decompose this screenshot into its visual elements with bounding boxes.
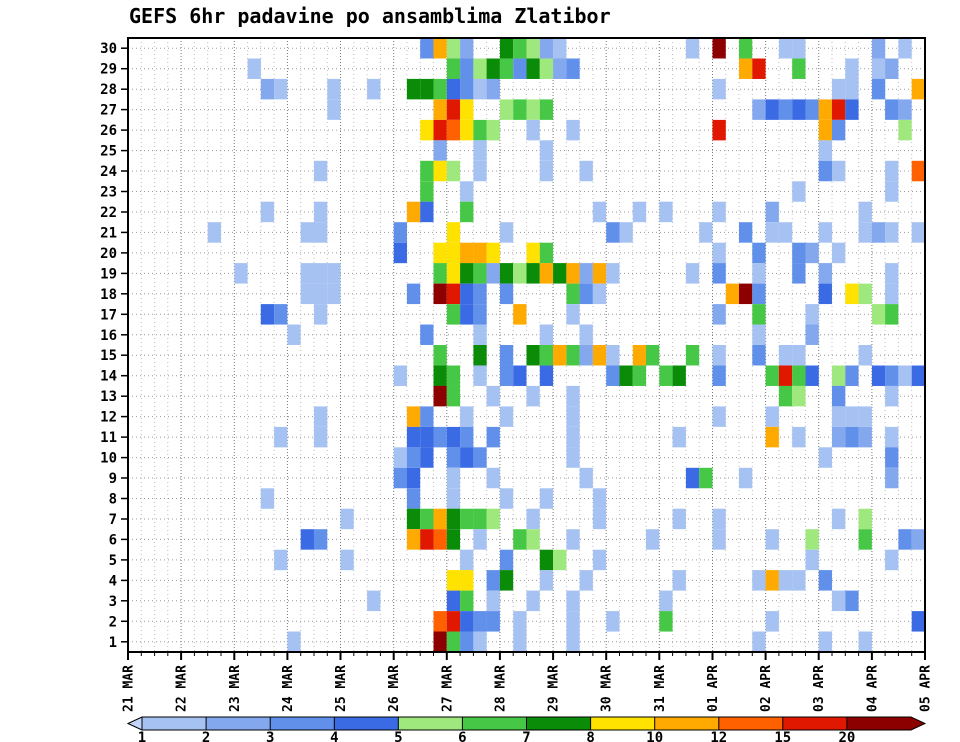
svg-text:6: 6 <box>109 532 117 548</box>
svg-text:18: 18 <box>100 287 117 303</box>
svg-text:20: 20 <box>838 730 855 742</box>
svg-text:17: 17 <box>100 307 117 323</box>
svg-text:24: 24 <box>100 164 117 180</box>
svg-text:3: 3 <box>109 594 117 610</box>
svg-text:02 APR: 02 APR <box>759 665 774 712</box>
svg-text:3: 3 <box>266 730 274 742</box>
x-axis: 21 MAR 22 MAR 23 MAR 24 MAR 25 MAR 26 MAR 27 M… <box>122 652 934 712</box>
svg-text:5: 5 <box>109 553 117 569</box>
svg-text:2: 2 <box>202 730 210 742</box>
svg-text:30: 30 <box>100 41 117 57</box>
cells-layer <box>207 38 925 652</box>
svg-text:21: 21 <box>100 225 117 241</box>
svg-text:10: 10 <box>646 730 663 742</box>
svg-text:27 MAR: 27 MAR <box>440 665 455 712</box>
svg-text:15: 15 <box>100 348 117 364</box>
svg-text:12: 12 <box>710 730 727 742</box>
svg-text:31 MAR: 31 MAR <box>653 665 668 712</box>
svg-text:7: 7 <box>522 730 530 742</box>
chart-title: GEFS 6hr padavine po ansamblima Zlatibor <box>129 4 611 28</box>
svg-text:27: 27 <box>100 103 117 119</box>
svg-text:01 APR: 01 APR <box>706 665 721 712</box>
svg-text:6: 6 <box>458 730 466 742</box>
svg-text:03 APR: 03 APR <box>812 665 827 712</box>
grid-layer <box>128 38 925 652</box>
svg-text:21 MAR: 21 MAR <box>122 665 137 712</box>
svg-text:23 MAR: 23 MAR <box>228 665 243 712</box>
svg-text:1: 1 <box>109 635 117 651</box>
svg-text:25 MAR: 25 MAR <box>334 665 349 712</box>
svg-text:25: 25 <box>100 144 117 160</box>
svg-text:15: 15 <box>774 730 791 742</box>
svg-text:22 MAR: 22 MAR <box>175 665 190 712</box>
colorbar: 1 2 3 4 5 6 7 8 10 12 15 20 <box>126 716 927 742</box>
svg-text:22: 22 <box>100 205 117 221</box>
svg-text:2: 2 <box>109 614 117 630</box>
svg-text:1: 1 <box>138 730 146 742</box>
svg-text:10: 10 <box>100 451 117 467</box>
svg-text:8: 8 <box>586 730 594 742</box>
svg-text:19: 19 <box>100 266 117 282</box>
svg-text:7: 7 <box>109 512 117 528</box>
svg-text:8: 8 <box>109 492 117 508</box>
svg-text:05 APR: 05 APR <box>919 665 934 712</box>
svg-text:13: 13 <box>100 389 117 405</box>
svg-text:20: 20 <box>100 246 117 262</box>
svg-text:30 MAR: 30 MAR <box>600 665 615 712</box>
y-axis: 1234567891011121314151617181920212223242… <box>100 41 128 651</box>
svg-text:11: 11 <box>100 430 117 446</box>
svg-text:9: 9 <box>109 471 117 487</box>
svg-text:28 MAR: 28 MAR <box>493 665 508 712</box>
svg-text:04 APR: 04 APR <box>865 665 880 712</box>
svg-text:4: 4 <box>330 730 338 742</box>
svg-text:16: 16 <box>100 328 117 344</box>
svg-text:28: 28 <box>100 82 117 98</box>
svg-text:12: 12 <box>100 410 117 426</box>
svg-text:23: 23 <box>100 185 117 201</box>
svg-text:24 MAR: 24 MAR <box>281 665 296 712</box>
svg-text:26 MAR: 26 MAR <box>387 665 402 712</box>
svg-text:5: 5 <box>394 730 402 742</box>
svg-text:26: 26 <box>100 123 117 139</box>
svg-text:14: 14 <box>100 369 117 385</box>
svg-text:29 MAR: 29 MAR <box>547 665 562 712</box>
svg-text:29: 29 <box>100 62 117 78</box>
svg-text:4: 4 <box>109 573 117 589</box>
